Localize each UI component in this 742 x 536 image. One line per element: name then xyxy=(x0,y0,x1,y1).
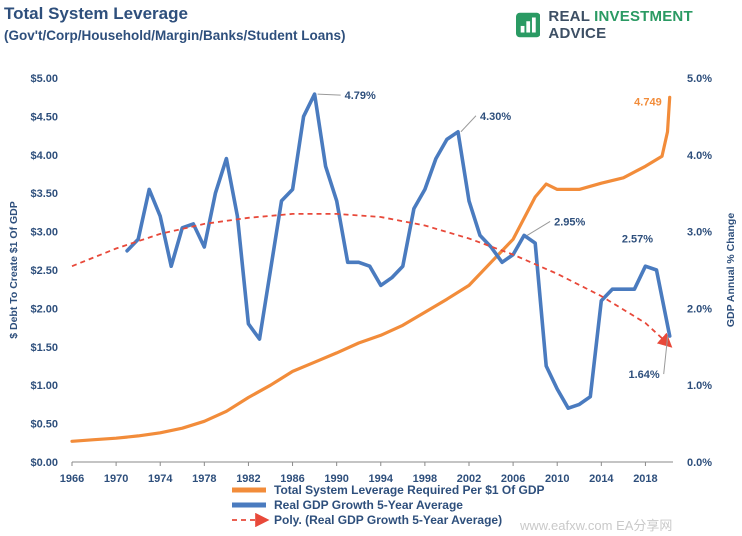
y-tick-label: $1.00 xyxy=(30,380,58,392)
watermark: www.eafxw.com EA分享网 xyxy=(520,518,673,533)
x-tick-label: 2002 xyxy=(457,473,481,485)
chart-title: Total System Leverage xyxy=(4,4,188,23)
logo-text-investment: INVESTMENT xyxy=(594,8,693,25)
legend-label-leverage: Total System Leverage Required Per $1 Of… xyxy=(274,483,545,497)
x-tick-label: 2010 xyxy=(545,473,569,485)
chart-subtitle: (Gov't/Corp/Household/Margin/Banks/Stude… xyxy=(4,28,346,43)
y-tick-label: $2.50 xyxy=(30,265,58,277)
x-tick-label: 2006 xyxy=(501,473,525,485)
x-tick-label: 1986 xyxy=(280,473,304,485)
y-tick-label: $5.00 xyxy=(30,73,58,85)
y2-tick-label: 2.0% xyxy=(687,303,712,315)
y-tick-label: $4.00 xyxy=(30,150,58,162)
series-line-gdp xyxy=(125,92,672,410)
y2-axis-title: GDP Annual % Change xyxy=(725,213,737,328)
y-tick-label: $3.00 xyxy=(30,227,58,239)
annotation-label: 1.64% xyxy=(628,369,659,381)
logo-text-advice: ADVICE xyxy=(548,25,607,42)
x-tick-label: 2018 xyxy=(633,473,657,485)
annotation-label: 4.749 xyxy=(634,96,662,108)
x-tick-label: 1990 xyxy=(324,473,348,485)
x-tick-label: 1998 xyxy=(413,473,437,485)
annotation-leader xyxy=(663,335,669,375)
y2-tick-label: 5.0% xyxy=(687,73,712,85)
legend-label-poly: Poly. (Real GDP Growth 5-Year Average) xyxy=(274,513,502,527)
annotation-leader xyxy=(317,93,341,96)
annotation-label: 2.57% xyxy=(622,234,653,246)
y-tick-label: $1.50 xyxy=(30,342,58,354)
logo-icon xyxy=(516,12,541,38)
legend-label-gdp: Real GDP Growth 5-Year Average xyxy=(274,498,463,512)
x-tick-label: 1970 xyxy=(104,473,128,485)
x-tick-label: 1974 xyxy=(148,473,173,485)
y-tick-label: $0.00 xyxy=(30,457,58,469)
series-line-leverage xyxy=(70,95,672,443)
brand-logo: REAL INVESTMENT ADVICE xyxy=(516,8,742,42)
y-tick-label: $4.50 xyxy=(30,111,58,123)
y2-tick-label: 4.0% xyxy=(687,150,712,162)
logo-text: REAL INVESTMENT ADVICE xyxy=(548,8,742,42)
x-tick-label: 2014 xyxy=(589,473,614,485)
annotation-label: 4.79% xyxy=(345,90,376,102)
annotation-label: 2.95% xyxy=(554,216,585,228)
annotation-leader xyxy=(460,115,477,133)
x-tick-label: 1994 xyxy=(369,473,394,485)
y2-tick-label: 3.0% xyxy=(687,227,712,239)
y-axis-title: $ Debt To Create $1 Of GDP xyxy=(8,201,20,339)
x-tick-label: 1978 xyxy=(192,473,216,485)
logo-text-real: REAL xyxy=(548,8,595,25)
x-tick-label: 1966 xyxy=(60,473,84,485)
annotation-leader xyxy=(526,221,551,236)
series-line-poly-trend xyxy=(71,213,673,348)
y-tick-label: $0.50 xyxy=(30,419,58,431)
y2-tick-label: 1.0% xyxy=(687,380,712,392)
y-tick-label: $2.00 xyxy=(30,303,58,315)
x-tick-label: 1982 xyxy=(236,473,260,485)
y2-tick-label: 0.0% xyxy=(687,457,712,469)
annotation-label: 4.30% xyxy=(480,111,511,123)
y-tick-label: $3.50 xyxy=(30,188,58,200)
